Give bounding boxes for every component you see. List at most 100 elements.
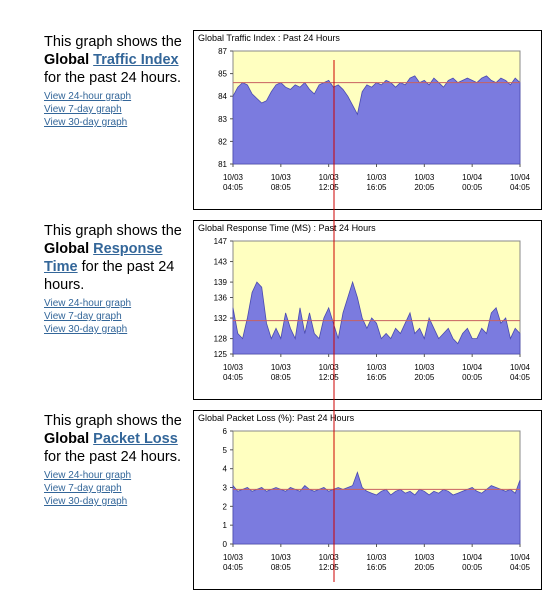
y-tick-label: 82 xyxy=(218,137,227,146)
response-description: This graph shows the Global Response Tim… xyxy=(44,222,184,336)
x-tick-label-date: 10/03 xyxy=(223,363,244,372)
view-30-day-link[interactable]: View 30-day graph xyxy=(44,324,128,335)
y-tick-label: 5 xyxy=(223,446,228,455)
y-tick-label: 84 xyxy=(218,92,227,101)
chart-title: Global Response Time (MS) : Past 24 Hour… xyxy=(198,223,376,233)
view-7-day-link[interactable]: View 7-day graph xyxy=(44,104,122,115)
x-tick-label-time: 00:05 xyxy=(462,183,483,192)
y-tick-label: 143 xyxy=(214,258,228,267)
y-tick-label: 85 xyxy=(218,70,227,79)
x-tick-label-date: 10/03 xyxy=(223,553,244,562)
description-text: This graph shows the xyxy=(44,413,182,429)
x-tick-label-date: 10/04 xyxy=(510,173,531,182)
chart-title: Global Packet Loss (%): Past 24 Hours xyxy=(198,413,355,423)
data-area xyxy=(232,280,521,355)
y-tick-label: 2 xyxy=(223,502,228,511)
packet-loss-description: This graph shows the Global Packet Loss … xyxy=(44,412,184,508)
y-tick-label: 132 xyxy=(214,314,228,323)
x-tick-label-date: 10/03 xyxy=(319,553,340,562)
traffic-index-plot: 87858483828110/0304:0510/0308:0510/0312:… xyxy=(218,47,531,192)
y-tick-label: 128 xyxy=(214,335,228,344)
x-tick-label-time: 20:05 xyxy=(414,183,435,192)
x-tick-label-time: 16:05 xyxy=(366,563,387,572)
x-tick-label-time: 12:05 xyxy=(319,373,340,382)
x-tick-label-date: 10/04 xyxy=(510,553,531,562)
x-tick-label-date: 10/03 xyxy=(319,363,340,372)
y-tick-label: 139 xyxy=(214,278,228,287)
x-tick-label-time: 16:05 xyxy=(366,373,387,382)
x-tick-label-date: 10/03 xyxy=(414,553,435,562)
packet-loss-chart: Global Packet Loss (%): Past 24 Hours 6 5… xyxy=(193,410,542,590)
y-tick-label: 136 xyxy=(214,294,228,303)
x-tick-label-date: 10/03 xyxy=(366,553,387,562)
x-tick-label-time: 08:05 xyxy=(271,183,292,192)
y-tick-label: 81 xyxy=(218,160,227,169)
x-tick-label-time: 04:05 xyxy=(510,373,531,382)
x-tick-label-time: 00:05 xyxy=(462,563,483,572)
x-tick-label-time: 04:05 xyxy=(510,183,531,192)
y-tick-label: 87 xyxy=(218,47,227,56)
packet-loss-plot: 654321010/0304:0510/0308:0510/0312:0510/… xyxy=(223,427,531,572)
data-area xyxy=(232,75,521,165)
view-30-day-link[interactable]: View 30-day graph xyxy=(44,496,128,507)
x-tick-label-time: 04:05 xyxy=(223,563,244,572)
x-tick-label-time: 20:05 xyxy=(414,563,435,572)
y-tick-label: 3 xyxy=(223,484,228,493)
x-tick-label-date: 10/04 xyxy=(462,173,483,182)
response-time-plot: 14714313913613212812510/0304:0510/0308:0… xyxy=(214,237,531,382)
traffic-index-chart: Global Traffic Index : Past 24 Hours 87 8… xyxy=(193,30,542,210)
x-tick-label-time: 08:05 xyxy=(271,373,292,382)
view-24-hour-link[interactable]: View 24-hour graph xyxy=(44,470,132,481)
description-bold: Global xyxy=(44,431,90,447)
y-tick-label: 147 xyxy=(214,237,228,246)
data-area xyxy=(232,471,521,545)
x-tick-label-date: 10/03 xyxy=(271,363,292,372)
y-tick-label: 4 xyxy=(223,465,228,474)
description-text: This graph shows the xyxy=(44,223,182,239)
x-tick-label-date: 10/03 xyxy=(271,553,292,562)
description-text: for the past 24 hours. xyxy=(44,70,182,86)
x-tick-label-time: 04:05 xyxy=(510,563,531,572)
y-tick-label: 6 xyxy=(223,427,228,436)
description-text: for the past 24 hours. xyxy=(44,259,175,293)
y-tick-label: 125 xyxy=(214,350,228,359)
description-bold: Global xyxy=(44,241,90,257)
view-30-day-link[interactable]: View 30-day graph xyxy=(44,117,128,128)
x-tick-label-date: 10/03 xyxy=(223,173,244,182)
x-tick-label-time: 04:05 xyxy=(223,183,244,192)
y-tick-label: 1 xyxy=(223,521,228,530)
graph-links: View 24-hour graph View 7-day graph View… xyxy=(44,90,184,129)
traffic-description: This graph shows the Global Traffic Inde… xyxy=(44,33,184,129)
graph-links: View 24-hour graph View 7-day graph View… xyxy=(44,297,184,336)
x-tick-label-date: 10/03 xyxy=(319,173,340,182)
y-tick-label: 0 xyxy=(223,540,228,549)
response-time-chart: Global Response Time (MS) : Past 24 Hour… xyxy=(193,220,542,400)
response-time-link[interactable]: Response Time xyxy=(44,241,163,275)
description-text: for the past 24 hours. xyxy=(44,449,182,465)
view-7-day-link[interactable]: View 7-day graph xyxy=(44,483,122,494)
chart-title: Global Traffic Index : Past 24 Hours xyxy=(198,33,340,43)
view-24-hour-link[interactable]: View 24-hour graph xyxy=(44,298,132,309)
x-tick-label-date: 10/03 xyxy=(271,173,292,182)
graph-links: View 24-hour graph View 7-day graph View… xyxy=(44,469,184,508)
description-bold: Global xyxy=(44,52,90,68)
x-tick-label-time: 12:05 xyxy=(319,183,340,192)
x-tick-label-date: 10/03 xyxy=(414,363,435,372)
x-tick-label-date: 10/04 xyxy=(510,363,531,372)
x-tick-label-date: 10/03 xyxy=(366,173,387,182)
traffic-index-link[interactable]: Traffic Index xyxy=(93,52,179,68)
y-tick-label: 83 xyxy=(218,115,227,124)
x-tick-label-time: 20:05 xyxy=(414,373,435,382)
packet-loss-link[interactable]: Packet Loss xyxy=(93,431,178,447)
x-tick-label-time: 12:05 xyxy=(319,563,340,572)
x-tick-label-date: 10/04 xyxy=(462,363,483,372)
x-tick-label-time: 04:05 xyxy=(223,373,244,382)
view-24-hour-link[interactable]: View 24-hour graph xyxy=(44,91,132,102)
view-7-day-link[interactable]: View 7-day graph xyxy=(44,311,122,322)
x-tick-label-date: 10/03 xyxy=(366,363,387,372)
x-tick-label-time: 08:05 xyxy=(271,563,292,572)
x-tick-label-time: 00:05 xyxy=(462,373,483,382)
x-tick-label-date: 10/03 xyxy=(414,173,435,182)
x-tick-label-date: 10/04 xyxy=(462,553,483,562)
description-text: This graph shows the xyxy=(44,34,182,50)
